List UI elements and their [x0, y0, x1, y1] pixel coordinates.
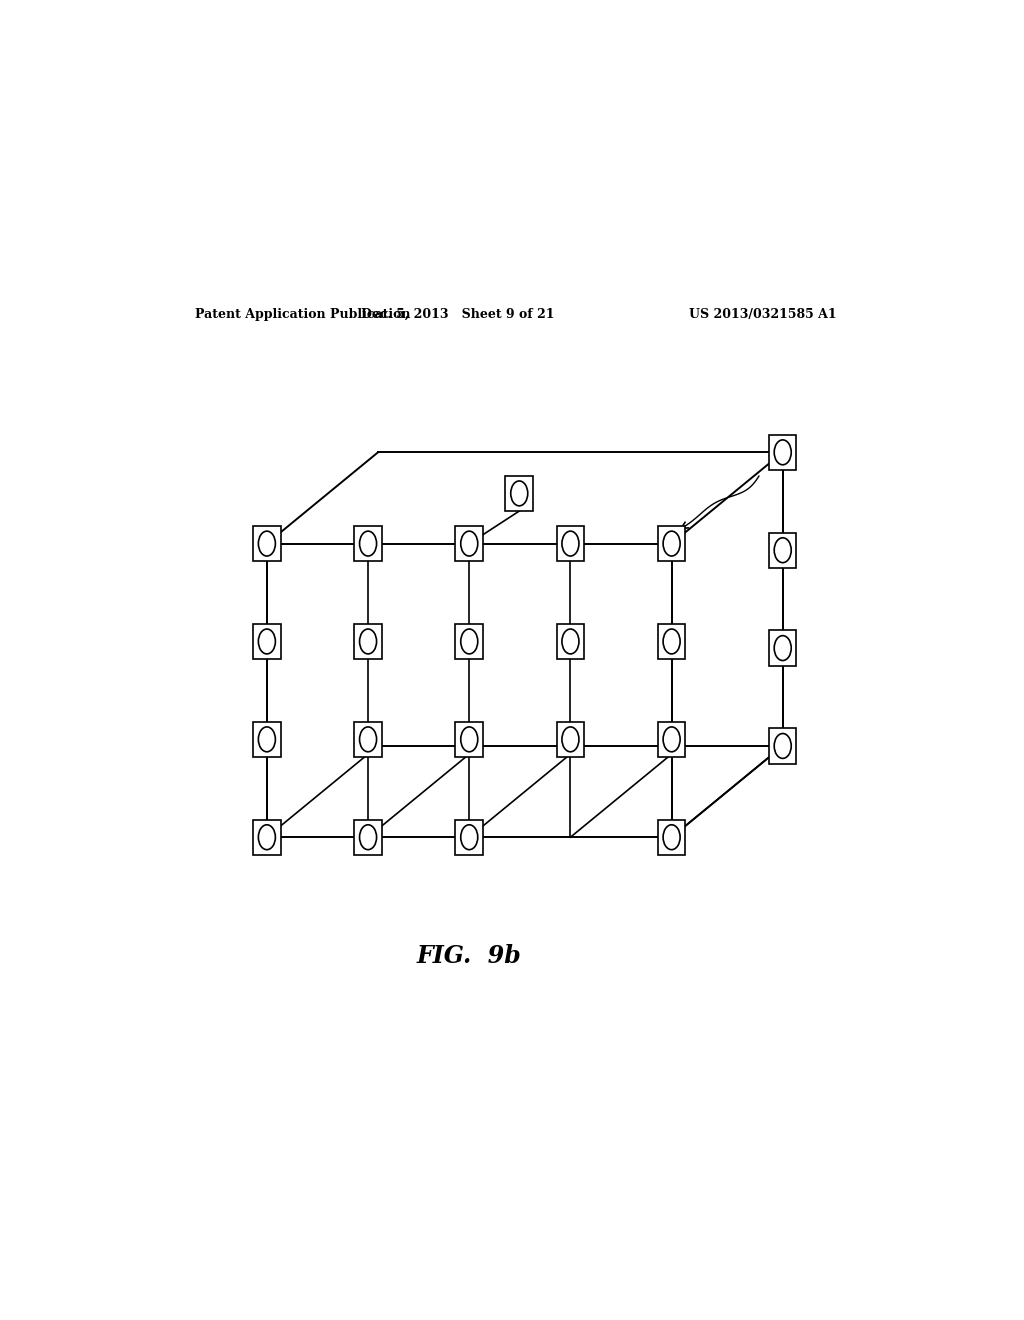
- Ellipse shape: [562, 531, 579, 556]
- Text: 318: 318: [767, 454, 794, 469]
- Text: US 2013/0321585 A1: US 2013/0321585 A1: [689, 308, 837, 321]
- Ellipse shape: [258, 630, 275, 653]
- Ellipse shape: [664, 727, 680, 752]
- Ellipse shape: [774, 636, 792, 660]
- Bar: [354, 820, 382, 855]
- Bar: [456, 525, 483, 561]
- Bar: [456, 722, 483, 758]
- Ellipse shape: [461, 825, 478, 850]
- Ellipse shape: [461, 531, 478, 556]
- Ellipse shape: [359, 531, 377, 556]
- Bar: [253, 525, 281, 561]
- Bar: [557, 525, 584, 561]
- Ellipse shape: [664, 630, 680, 653]
- Ellipse shape: [359, 727, 377, 752]
- Bar: [253, 624, 281, 659]
- Text: Patent Application Publication: Patent Application Publication: [196, 308, 411, 321]
- Ellipse shape: [774, 440, 792, 465]
- Bar: [354, 722, 382, 758]
- Text: Dec. 5, 2013   Sheet 9 of 21: Dec. 5, 2013 Sheet 9 of 21: [360, 308, 554, 321]
- Bar: [253, 722, 281, 758]
- Bar: [657, 820, 685, 855]
- Bar: [354, 525, 382, 561]
- Bar: [769, 434, 797, 470]
- Bar: [769, 729, 797, 764]
- Bar: [354, 624, 382, 659]
- Ellipse shape: [461, 630, 478, 653]
- Bar: [456, 820, 483, 855]
- Text: FIG.  9b: FIG. 9b: [417, 944, 521, 969]
- Ellipse shape: [664, 531, 680, 556]
- Bar: [769, 532, 797, 568]
- Ellipse shape: [774, 734, 792, 759]
- Ellipse shape: [664, 825, 680, 850]
- Ellipse shape: [562, 727, 579, 752]
- Ellipse shape: [258, 531, 275, 556]
- Bar: [769, 631, 797, 665]
- Bar: [657, 624, 685, 659]
- Bar: [557, 722, 584, 758]
- Ellipse shape: [461, 727, 478, 752]
- Ellipse shape: [359, 630, 377, 653]
- Bar: [657, 722, 685, 758]
- Bar: [456, 624, 483, 659]
- Ellipse shape: [562, 630, 579, 653]
- Bar: [557, 624, 584, 659]
- Ellipse shape: [359, 825, 377, 850]
- Bar: [657, 525, 685, 561]
- Ellipse shape: [511, 480, 527, 506]
- Ellipse shape: [258, 825, 275, 850]
- Bar: [506, 475, 534, 511]
- Ellipse shape: [258, 727, 275, 752]
- Ellipse shape: [774, 537, 792, 562]
- Bar: [253, 820, 281, 855]
